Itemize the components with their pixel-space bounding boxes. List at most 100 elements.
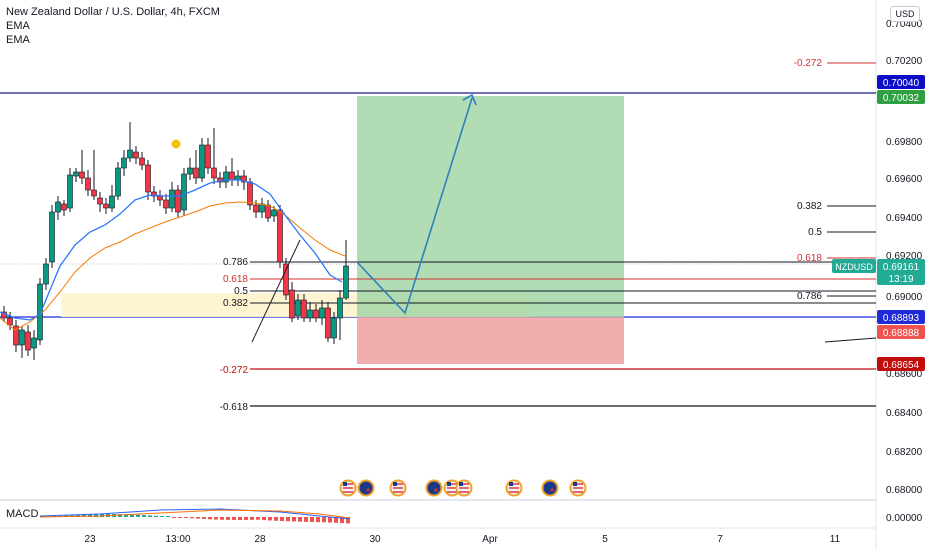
- flag-canton: [509, 482, 513, 486]
- macd-line: [39, 508, 351, 520]
- ema-indicator-2[interactable]: EMA: [6, 34, 30, 46]
- candle[interactable]: [97, 197, 103, 205]
- time-tick: 30: [369, 534, 381, 545]
- candle[interactable]: [151, 191, 157, 197]
- macd-bar: [340, 517, 344, 524]
- fib-right-label-neg0272: -0.272: [794, 58, 823, 69]
- candle[interactable]: [193, 167, 199, 179]
- candle[interactable]: [127, 149, 133, 159]
- candle[interactable]: [85, 177, 91, 191]
- candle[interactable]: [277, 209, 283, 263]
- candle[interactable]: [283, 263, 289, 296]
- flag-canton: [447, 482, 451, 486]
- candle[interactable]: [133, 151, 139, 159]
- macd-bar: [334, 517, 338, 523]
- trendline[interactable]: [251, 239, 301, 343]
- candle[interactable]: [115, 167, 121, 197]
- entry-price-badge[interactable]: [877, 310, 925, 324]
- candle[interactable]: [295, 299, 301, 317]
- candle[interactable]: [271, 209, 277, 217]
- macd-bar: [268, 517, 272, 521]
- currency-button[interactable]: USD: [890, 6, 920, 22]
- flag-canton: [343, 482, 347, 486]
- candle[interactable]: [79, 171, 85, 179]
- fib-retracement-right[interactable]: [824, 62, 877, 343]
- candle[interactable]: [121, 157, 127, 169]
- candle[interactable]: [145, 164, 151, 193]
- candle[interactable]: [7, 317, 13, 326]
- candle[interactable]: [61, 203, 67, 211]
- candle[interactable]: [319, 307, 325, 319]
- fib-ext-price-badge[interactable]: [877, 357, 925, 371]
- candle[interactable]: [331, 317, 337, 339]
- candle[interactable]: [247, 181, 253, 206]
- candle[interactable]: [55, 201, 61, 213]
- candlestick-series[interactable]: [1, 122, 349, 360]
- symbol-title[interactable]: New Zealand Dollar / U.S. Dollar, 4h, FX…: [6, 6, 220, 18]
- stop-loss-zone[interactable]: [357, 317, 624, 364]
- macd-bar: [238, 517, 242, 520]
- flag-canton: [393, 482, 397, 486]
- stop-price-badge[interactable]: [877, 325, 925, 339]
- candle[interactable]: [253, 204, 259, 213]
- candle[interactable]: [19, 329, 25, 346]
- price-tick: 0.69000: [886, 292, 923, 303]
- candle[interactable]: [337, 297, 343, 319]
- candle[interactable]: [223, 171, 229, 183]
- macd-bar: [184, 517, 188, 518]
- nz-flag-icon[interactable]: [541, 479, 559, 497]
- last-price-badge[interactable]: [877, 259, 925, 285]
- candle[interactable]: [157, 195, 163, 201]
- fib-right-label-0618: 0.618: [797, 253, 822, 264]
- candle[interactable]: [307, 309, 313, 319]
- macd-tick: 0.00000: [886, 513, 923, 524]
- candle[interactable]: [67, 174, 73, 209]
- candle[interactable]: [43, 263, 49, 285]
- projection-path[interactable]: [356, 97, 473, 315]
- ema-indicator-1[interactable]: EMA: [6, 20, 30, 32]
- candle[interactable]: [91, 189, 97, 197]
- symbol-tag[interactable]: [832, 259, 876, 273]
- candle[interactable]: [31, 337, 37, 349]
- macd-bar: [220, 517, 224, 520]
- economic-events[interactable]: [339, 479, 587, 497]
- candle[interactable]: [187, 167, 193, 175]
- macd-bar: [166, 516, 170, 517]
- candle[interactable]: [25, 331, 31, 351]
- candle[interactable]: [301, 299, 307, 319]
- profit-zone[interactable]: [357, 96, 624, 317]
- candle[interactable]: [343, 265, 349, 299]
- candle[interactable]: [325, 307, 331, 339]
- candle[interactable]: [175, 189, 181, 213]
- candle[interactable]: [49, 211, 55, 263]
- chart-legend[interactable]: New Zealand Dollar / U.S. Dollar, 4h, FX…: [6, 5, 220, 47]
- candle[interactable]: [199, 144, 205, 179]
- candle[interactable]: [211, 167, 217, 179]
- candle[interactable]: [181, 173, 187, 211]
- candle[interactable]: [265, 204, 271, 219]
- candle[interactable]: [109, 195, 115, 209]
- candle[interactable]: [169, 189, 175, 209]
- nz-flag-icon[interactable]: [425, 479, 443, 497]
- candle[interactable]: [73, 171, 79, 177]
- candle[interactable]: [139, 157, 145, 166]
- ema-fast-line: [0, 179, 343, 321]
- flag-canton: [459, 482, 463, 486]
- candle[interactable]: [241, 175, 247, 183]
- candle[interactable]: [13, 325, 19, 346]
- macd-bar: [124, 514, 128, 517]
- candle[interactable]: [205, 144, 211, 169]
- candle[interactable]: [289, 289, 295, 319]
- candle[interactable]: [229, 171, 235, 181]
- candle[interactable]: [313, 309, 319, 319]
- candle[interactable]: [103, 203, 109, 209]
- alert-dot-icon[interactable]: [171, 139, 181, 149]
- nz-flag-icon[interactable]: [357, 479, 375, 497]
- fib-retracement-left[interactable]: [250, 261, 876, 407]
- target-price-badge[interactable]: [877, 75, 925, 89]
- macd-label[interactable]: MACD: [6, 508, 39, 520]
- candle[interactable]: [163, 199, 169, 209]
- tp-price-badge[interactable]: [877, 90, 925, 104]
